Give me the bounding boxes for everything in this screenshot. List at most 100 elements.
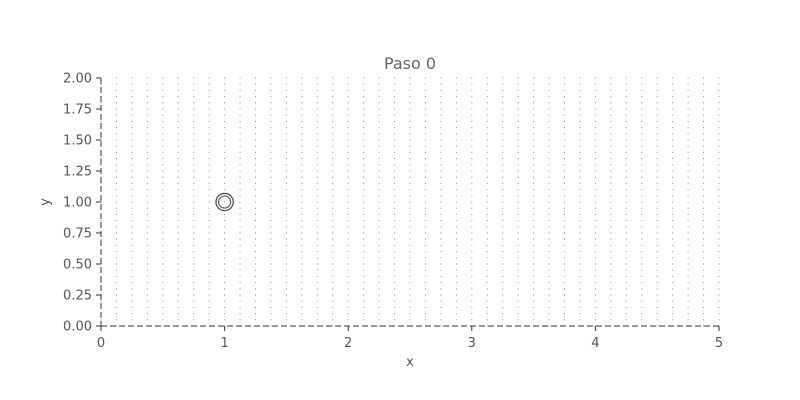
data-point: [301, 226, 303, 228]
data-point: [378, 238, 380, 240]
data-point: [162, 77, 164, 79]
data-point: [146, 145, 148, 147]
data-point: [502, 201, 504, 203]
data-point: [517, 151, 519, 153]
obstacle-circle-group: [215, 192, 234, 212]
data-point: [687, 145, 689, 147]
data-point: [424, 282, 426, 284]
data-point: [378, 120, 380, 122]
data-point: [687, 232, 689, 234]
x-tick-label: 4: [591, 336, 599, 351]
data-point: [270, 226, 272, 228]
data-point: [378, 294, 380, 296]
data-point: [285, 102, 287, 104]
data-point: [471, 207, 473, 209]
y-tick-label: 1.75: [63, 103, 92, 118]
data-point: [378, 83, 380, 85]
data-point: [131, 313, 133, 315]
data-point: [378, 300, 380, 302]
data-point: [641, 182, 643, 184]
data-point: [409, 164, 411, 166]
data-point: [533, 275, 535, 277]
data-point: [656, 220, 658, 222]
data-point: [625, 83, 627, 85]
data-point: [193, 83, 195, 85]
data-point: [347, 176, 349, 178]
data-point: [409, 275, 411, 277]
data-point: [177, 213, 179, 215]
data-point: [285, 313, 287, 315]
data-point: [193, 145, 195, 147]
data-point: [594, 77, 596, 79]
data-point: [208, 300, 210, 302]
data-point: [517, 232, 519, 234]
data-point: [301, 145, 303, 147]
data-point: [656, 257, 658, 259]
data-point: [656, 120, 658, 122]
data-point: [687, 158, 689, 160]
data-point: [672, 201, 674, 203]
data-point: [193, 139, 195, 141]
data-point: [301, 151, 303, 153]
data-point: [440, 220, 442, 222]
data-point: [146, 108, 148, 110]
data-point: [177, 294, 179, 296]
data-point: [579, 313, 581, 315]
data-point: [177, 238, 179, 240]
data-point: [347, 282, 349, 284]
data-point: [378, 114, 380, 116]
data-point: [486, 89, 488, 91]
data-point: [378, 319, 380, 321]
data-point: [548, 77, 550, 79]
data-point: [672, 96, 674, 98]
data-point: [718, 220, 720, 222]
data-point: [718, 300, 720, 302]
data-point: [316, 226, 318, 228]
data-point: [332, 89, 334, 91]
data-point: [548, 96, 550, 98]
data-point: [687, 102, 689, 104]
data-point: [409, 201, 411, 203]
data-point: [471, 182, 473, 184]
data-point: [533, 306, 535, 308]
data-point: [625, 263, 627, 265]
data-point: [270, 83, 272, 85]
data-point: [285, 189, 287, 191]
data-point: [703, 102, 705, 104]
data-point: [548, 238, 550, 240]
data-point: [115, 182, 117, 184]
data-point: [502, 176, 504, 178]
data-point: [208, 102, 210, 104]
data-point: [270, 251, 272, 253]
data-point: [255, 232, 256, 234]
data-point: [193, 282, 195, 284]
data-point: [115, 133, 117, 135]
data-point: [378, 151, 380, 153]
data-point: [177, 226, 179, 228]
data-point: [471, 306, 473, 308]
data-point: [594, 164, 596, 166]
data-point: [363, 201, 365, 203]
data-point: [255, 89, 256, 91]
data-point: [548, 133, 550, 135]
data-point: [625, 319, 627, 321]
data-point: [610, 176, 612, 178]
data-point: [672, 238, 674, 240]
data-point: [517, 263, 519, 265]
data-point: [579, 300, 581, 302]
data-point: [471, 244, 473, 246]
data-point: [610, 96, 612, 98]
data-point: [533, 238, 535, 240]
data-point: [162, 220, 164, 222]
data-point: [301, 319, 303, 321]
data-point: [347, 151, 349, 153]
data-point: [579, 133, 581, 135]
data-point: [564, 164, 565, 166]
data-point: [162, 108, 164, 110]
data-point: [610, 170, 612, 172]
data-point: [672, 102, 674, 104]
data-point: [455, 127, 457, 129]
data-point: [672, 306, 674, 308]
data-point: [486, 139, 488, 141]
data-point: [162, 238, 164, 240]
